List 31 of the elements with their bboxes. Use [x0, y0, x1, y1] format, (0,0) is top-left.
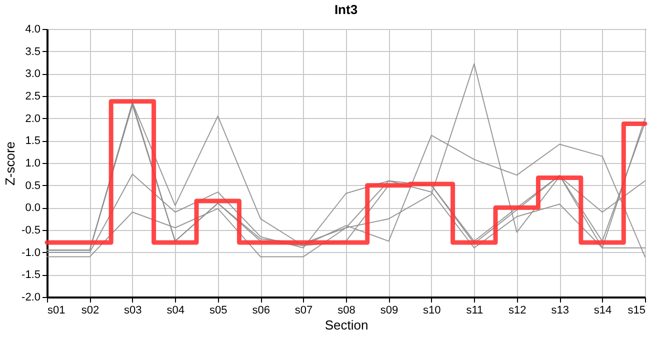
y-tick-label: -1.0 [22, 246, 40, 259]
y-tick-label: 3.0 [25, 68, 40, 80]
y-tick-label: 1.0 [25, 158, 40, 170]
x-tick-label: s06 [252, 304, 270, 316]
x-axis-title: Section [324, 318, 368, 332]
x-tick-label: s14 [594, 304, 612, 316]
x-tick-label: s07 [294, 304, 313, 316]
y-tick-label: 3.5 [25, 46, 40, 58]
x-tick-label: s04 [166, 304, 185, 316]
x-tick-label: s09 [380, 304, 398, 316]
x-tick-label: s05 [209, 304, 228, 316]
y-tick-label: -1.5 [22, 269, 40, 282]
x-tick-label: s02 [81, 304, 100, 316]
chart-title: Int3 [334, 2, 358, 17]
x-tick-label: s10 [423, 304, 441, 316]
y-tick-label: 1.5 [25, 135, 40, 148]
x-tick-label: s13 [551, 304, 569, 316]
y-tick-label: 0.0 [25, 202, 40, 214]
x-tick-label: s15 [628, 304, 646, 316]
y-tick-label: 2.5 [25, 90, 40, 102]
x-tick-label: s11 [466, 304, 484, 316]
x-tick-label: s08 [338, 304, 356, 316]
y-tick-label: 2.0 [25, 112, 40, 125]
y-axis-title: Z-score [2, 141, 18, 186]
y-tick-label: 4.0 [25, 24, 40, 36]
y-tick-label: -0.5 [22, 224, 40, 236]
x-tick-label: s03 [124, 304, 142, 316]
y-tick-label: -2.0 [22, 292, 40, 304]
y-tick-label: 0.5 [25, 180, 40, 192]
x-tick-label: s01 [48, 304, 66, 316]
x-tick-label: s12 [508, 304, 526, 316]
